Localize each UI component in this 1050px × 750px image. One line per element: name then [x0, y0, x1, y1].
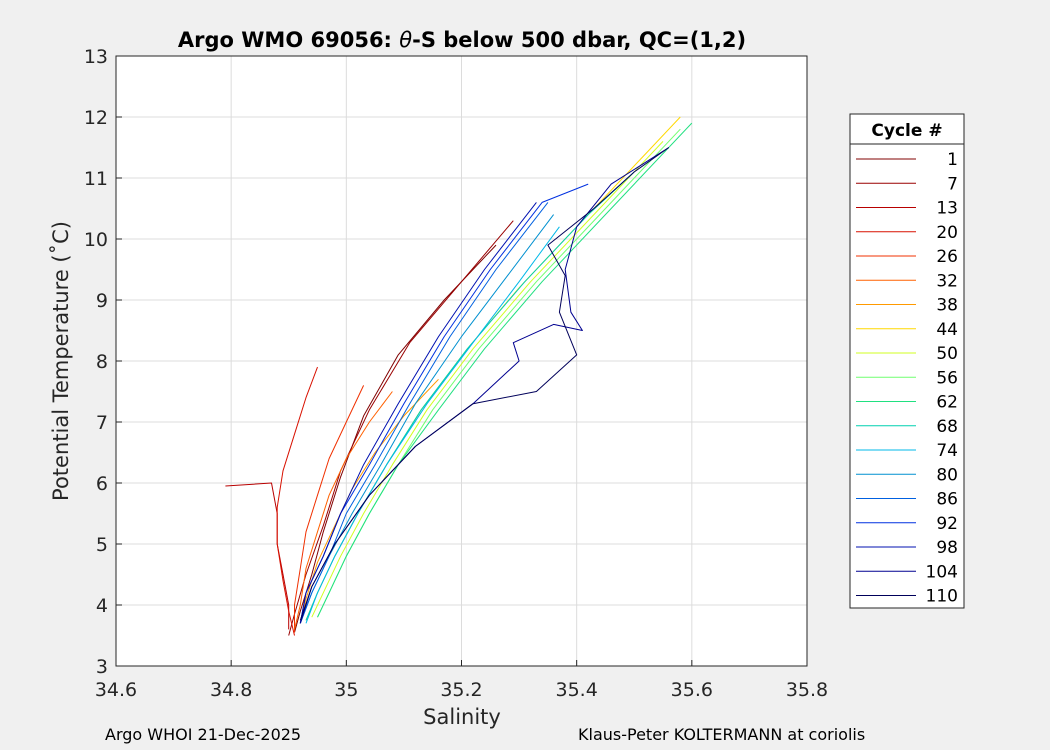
legend-label: 80	[936, 465, 958, 485]
series-line-cycle-98	[299, 202, 537, 624]
footer-left-text: Argo WHOI 21-Dec-2025	[105, 725, 302, 744]
chart-title: Argo WMO 69056: θ-S below 500 dbar, QC=(…	[178, 28, 746, 52]
legend-label: 26	[936, 247, 958, 267]
legend-label: 74	[936, 441, 958, 461]
y-axis-label: Potential Temperature (˚C)	[49, 221, 73, 501]
legend-entries: 1 7 13 20 26 32 38 44 50 56 62 68 74 80 86 92 98 104 110	[856, 150, 958, 607]
series-line-cycle-20	[276, 366, 318, 636]
legend-label: 7	[947, 174, 958, 194]
series-line-cycle-110	[299, 147, 670, 621]
legend-label: 20	[936, 223, 958, 243]
y-tick-label: 3	[96, 656, 108, 678]
legend-label: 1	[947, 150, 958, 170]
x-tick-label: 35.4	[556, 679, 598, 701]
y-tick-label: 12	[84, 107, 108, 129]
legend-label: 44	[936, 320, 958, 340]
series-line-cycle-62	[317, 122, 693, 618]
y-tick-label: 7	[96, 412, 108, 434]
series-line-cycle-26	[294, 385, 365, 633]
y-tick-label: 5	[96, 534, 108, 556]
legend-label: 68	[936, 417, 958, 437]
y-tick-label: 11	[84, 168, 108, 190]
legend-title: Cycle #	[871, 121, 942, 141]
legend: Cycle # 1 7 13 20 26 32 38 44 50 56 62 68 74 80 86 92 98…	[849, 113, 965, 609]
legend-label: 92	[936, 514, 958, 534]
x-axis-label: Salinity	[423, 705, 501, 729]
series-line-cycle-32	[294, 391, 393, 630]
legend-label: 104	[926, 562, 958, 582]
legend-label: 13	[936, 199, 958, 219]
legend-label: 98	[936, 538, 958, 558]
legend-label: 50	[936, 344, 958, 364]
footer-right-text: Klaus-Peter KOLTERMANN at coriolis	[578, 725, 866, 744]
x-tick-label: 35.8	[786, 679, 828, 701]
y-tick-label: 13	[84, 46, 108, 68]
legend-label: 32	[936, 271, 958, 291]
y-tick-label: 6	[96, 473, 108, 495]
ticks: 34.6 34.8 35 35.2 35.4 35.6 35.8 3 4 5 6 7 8 9 10 11 12 1…	[84, 46, 828, 701]
x-tick-label: 35.2	[440, 679, 482, 701]
y-tick-label: 10	[84, 229, 108, 251]
legend-label: 110	[926, 587, 958, 607]
legend-label: 38	[936, 296, 958, 316]
y-tick-label: 8	[96, 351, 108, 373]
legend-box	[849, 113, 965, 609]
series-line-cycle-74	[305, 226, 560, 624]
x-tick-label: 34.6	[95, 679, 137, 701]
legend-label: 56	[936, 368, 958, 388]
series-line-cycle-1	[294, 244, 497, 633]
x-tick-label: 34.8	[210, 679, 252, 701]
x-tick-label: 35	[334, 679, 358, 701]
x-tick-label: 35.6	[671, 679, 713, 701]
series-line-cycle-86	[299, 202, 549, 624]
y-tick-label: 4	[96, 595, 108, 617]
series-group	[225, 116, 693, 636]
legend-label: 62	[936, 393, 958, 413]
y-tick-label: 9	[96, 290, 108, 312]
series-line-cycle-50	[311, 141, 664, 618]
legend-label: 86	[936, 490, 958, 510]
